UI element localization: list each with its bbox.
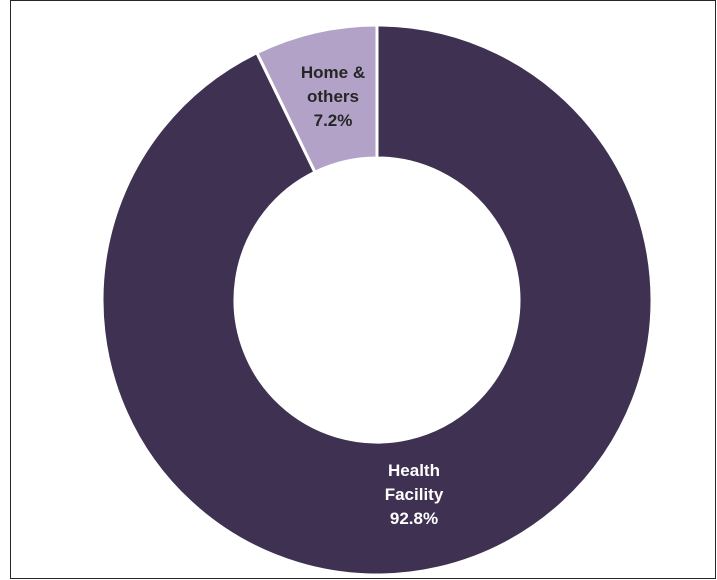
- data-label-category: others: [307, 87, 359, 106]
- donut-slice-health-facility: [100, 23, 654, 577]
- slice-labels: Home & others 7.2% Health Facility 92.8%: [301, 63, 444, 528]
- data-label-category: Home &: [301, 63, 365, 82]
- data-label-percent: 92.8%: [390, 509, 438, 528]
- data-label-category: Health: [388, 461, 440, 480]
- data-label-percent: 7.2%: [314, 111, 353, 130]
- data-label-category: Facility: [385, 485, 444, 504]
- donut-slices: [100, 23, 654, 577]
